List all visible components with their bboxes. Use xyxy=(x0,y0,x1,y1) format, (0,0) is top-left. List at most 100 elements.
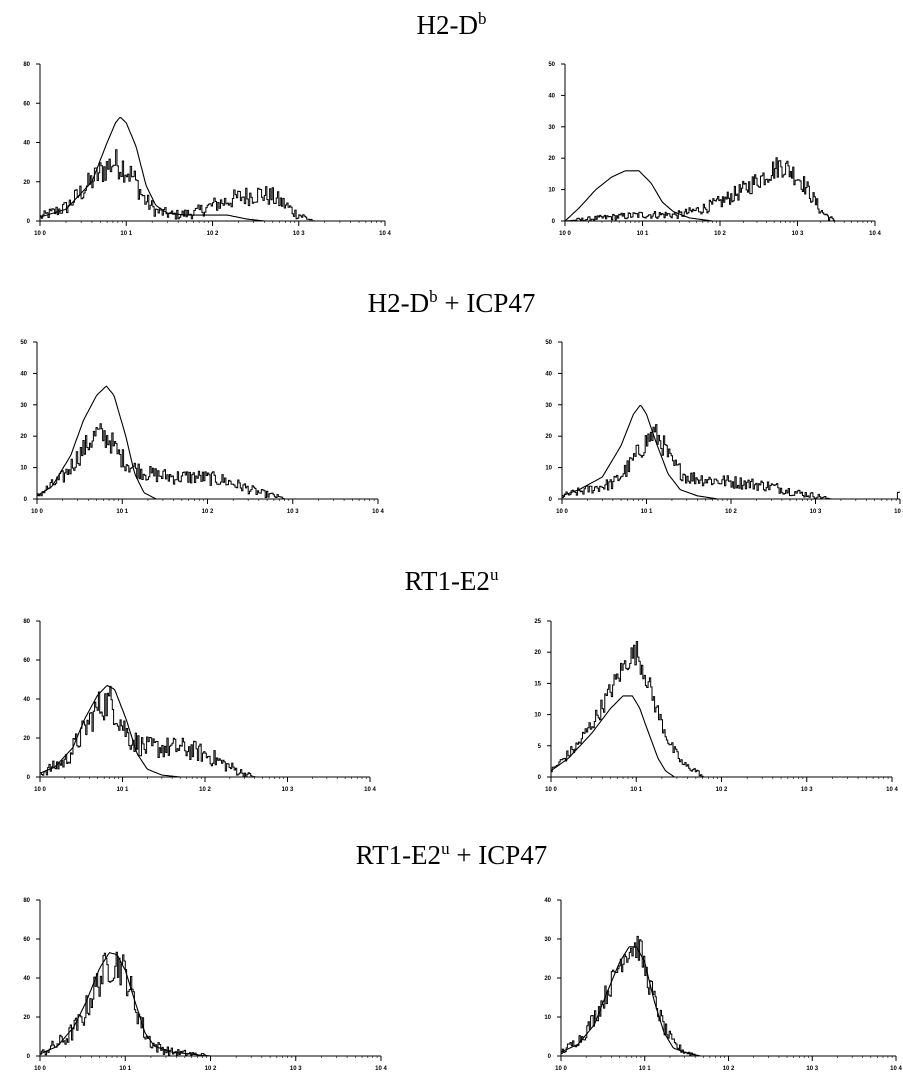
series-3-0-smooth xyxy=(561,404,717,500)
y-tick-label-7-4: 40 xyxy=(544,898,551,904)
histogram-panel-0: 0 20 40 60 80 10 0 10 1 10 2 10 3 10 4 xyxy=(23,62,391,237)
row-title-0-sup: b xyxy=(478,9,487,28)
y-tick-label-0-1: 20 xyxy=(23,180,30,186)
x-tick-label-5-2: 10 2 xyxy=(716,787,728,793)
row-title-1-sup: b xyxy=(429,287,438,306)
y-tick-label-7-0: 0 xyxy=(548,1054,552,1060)
series-0-1-noisy xyxy=(40,149,315,222)
row-title-3: RT1-E2u + ICP47 xyxy=(0,839,903,870)
series-3-1-noisy xyxy=(562,424,900,500)
x-tick-label-0-3: 10 3 xyxy=(293,231,305,237)
x-tick-label-4-1: 10 1 xyxy=(117,787,129,793)
y-tick-label-1-1: 10 xyxy=(548,188,555,194)
y-tick-label-3-5: 50 xyxy=(545,340,552,346)
x-tick-label-6-2: 10 2 xyxy=(205,1066,217,1072)
series-7-0-smooth xyxy=(560,946,700,1057)
row-title-0: H2-Db xyxy=(0,9,903,40)
row-title-1-suffix: + ICP47 xyxy=(437,288,536,318)
row-title-2-main: RT1-E2 xyxy=(404,566,490,596)
x-tick-label-3-4: 10 4 xyxy=(894,509,903,515)
y-tick-label-5-3: 15 xyxy=(534,681,541,687)
series-5-0-smooth xyxy=(550,695,688,778)
row-title-1: H2-Db + ICP47 xyxy=(0,287,903,318)
y-tick-label-1-4: 40 xyxy=(548,93,555,99)
y-tick-label-5-2: 10 xyxy=(534,713,541,719)
x-tick-label-2-2: 10 2 xyxy=(202,509,214,515)
row-title-0-main: H2-D xyxy=(416,10,479,40)
series-4-0-smooth xyxy=(39,684,180,778)
y-tick-label-3-0: 0 xyxy=(549,497,553,503)
y-tick-label-6-1: 20 xyxy=(23,1015,30,1021)
y-tick-label-6-0: 0 xyxy=(27,1054,31,1060)
y-tick-label-2-1: 10 xyxy=(20,466,27,472)
x-tick-label-4-0: 10 0 xyxy=(34,787,46,793)
x-tick-label-3-0: 10 0 xyxy=(556,509,568,515)
y-tick-label-4-4: 80 xyxy=(23,619,30,625)
y-tick-label-1-0: 0 xyxy=(552,219,556,225)
x-tick-label-0-2: 10 2 xyxy=(207,231,219,237)
series-1-1-noisy xyxy=(565,157,836,222)
y-tick-label-1-5: 50 xyxy=(548,62,555,68)
x-tick-label-2-1: 10 1 xyxy=(116,509,128,515)
x-tick-label-1-2: 10 2 xyxy=(714,231,726,237)
x-tick-label-6-1: 10 1 xyxy=(119,1066,131,1072)
y-tick-label-6-2: 40 xyxy=(23,976,30,982)
series-2-1-noisy xyxy=(37,423,285,500)
y-tick-label-4-3: 60 xyxy=(23,658,30,664)
y-tick-label-7-2: 20 xyxy=(544,976,551,982)
x-tick-label-1-4: 10 4 xyxy=(869,231,881,237)
x-tick-label-3-1: 10 1 xyxy=(641,509,653,515)
histogram-panel-5: 0 5 10 15 20 25 10 0 10 1 10 2 10 3 10 4 xyxy=(534,619,898,793)
x-tick-label-7-1: 10 1 xyxy=(639,1066,651,1072)
y-tick-label-3-3: 30 xyxy=(545,403,552,409)
x-tick-label-2-0: 10 0 xyxy=(31,509,43,515)
x-tick-label-4-2: 10 2 xyxy=(199,787,211,793)
histogram-panel-3: 0 10 20 30 40 50 10 0 10 1 10 2 10 3 10 4 xyxy=(545,340,903,515)
y-tick-label-7-1: 10 xyxy=(544,1015,551,1021)
x-tick-label-2-3: 10 3 xyxy=(287,509,299,515)
y-tick-label-6-3: 60 xyxy=(23,937,30,943)
x-tick-label-5-1: 10 1 xyxy=(630,787,642,793)
series-7-1-noisy xyxy=(561,935,701,1057)
y-tick-label-1-2: 20 xyxy=(548,156,555,162)
x-tick-label-7-2: 10 2 xyxy=(723,1066,735,1072)
series-4-1-noisy xyxy=(40,685,256,778)
y-tick-label-2-2: 20 xyxy=(20,434,27,440)
y-tick-label-0-4: 80 xyxy=(23,62,30,68)
y-tick-label-5-4: 20 xyxy=(534,650,541,656)
x-tick-label-1-1: 10 1 xyxy=(637,231,649,237)
x-tick-label-0-0: 10 0 xyxy=(34,231,46,237)
y-tick-label-3-1: 10 xyxy=(545,466,552,472)
x-tick-label-0-1: 10 1 xyxy=(120,231,132,237)
y-tick-label-4-2: 40 xyxy=(23,697,30,703)
series-6-1-noisy xyxy=(40,951,212,1057)
y-tick-label-2-3: 30 xyxy=(20,403,27,409)
x-tick-label-3-3: 10 3 xyxy=(810,509,822,515)
x-tick-label-0-4: 10 4 xyxy=(379,231,391,237)
y-tick-label-2-0: 0 xyxy=(24,497,28,503)
y-tick-label-0-3: 60 xyxy=(23,101,30,107)
x-tick-label-6-0: 10 0 xyxy=(34,1066,46,1072)
row-title-3-main: RT1-E2 xyxy=(355,840,442,870)
histogram-panel-7: 0 10 20 30 40 10 0 10 1 10 2 10 3 10 4 xyxy=(544,898,902,1072)
row-title-2-sup: u xyxy=(489,565,499,584)
histogram-panel-6: 0 20 40 60 80 10 0 10 1 10 2 10 3 10 4 xyxy=(23,898,387,1072)
x-tick-label-7-4: 10 4 xyxy=(890,1066,902,1072)
series-1-0-smooth xyxy=(564,170,743,222)
row-title-3-sup: u xyxy=(441,839,450,858)
row-title-1-main: H2-D xyxy=(367,288,430,318)
y-tick-label-0-0: 0 xyxy=(27,219,31,225)
x-tick-label-5-0: 10 0 xyxy=(545,787,557,793)
histogram-panel-1: 0 10 20 30 40 50 10 0 10 1 10 2 10 3 10 4 xyxy=(548,62,881,237)
y-tick-label-4-1: 20 xyxy=(23,736,30,742)
x-tick-label-6-4: 10 4 xyxy=(375,1066,387,1072)
y-tick-label-5-5: 25 xyxy=(534,619,541,625)
y-tick-label-3-2: 20 xyxy=(545,434,552,440)
y-tick-label-6-4: 80 xyxy=(23,898,30,904)
series-5-1-noisy xyxy=(551,641,892,778)
x-tick-label-4-3: 10 3 xyxy=(282,787,294,793)
x-tick-label-2-4: 10 4 xyxy=(372,509,384,515)
x-tick-label-5-4: 10 4 xyxy=(886,787,898,793)
y-tick-label-7-3: 30 xyxy=(544,937,551,943)
